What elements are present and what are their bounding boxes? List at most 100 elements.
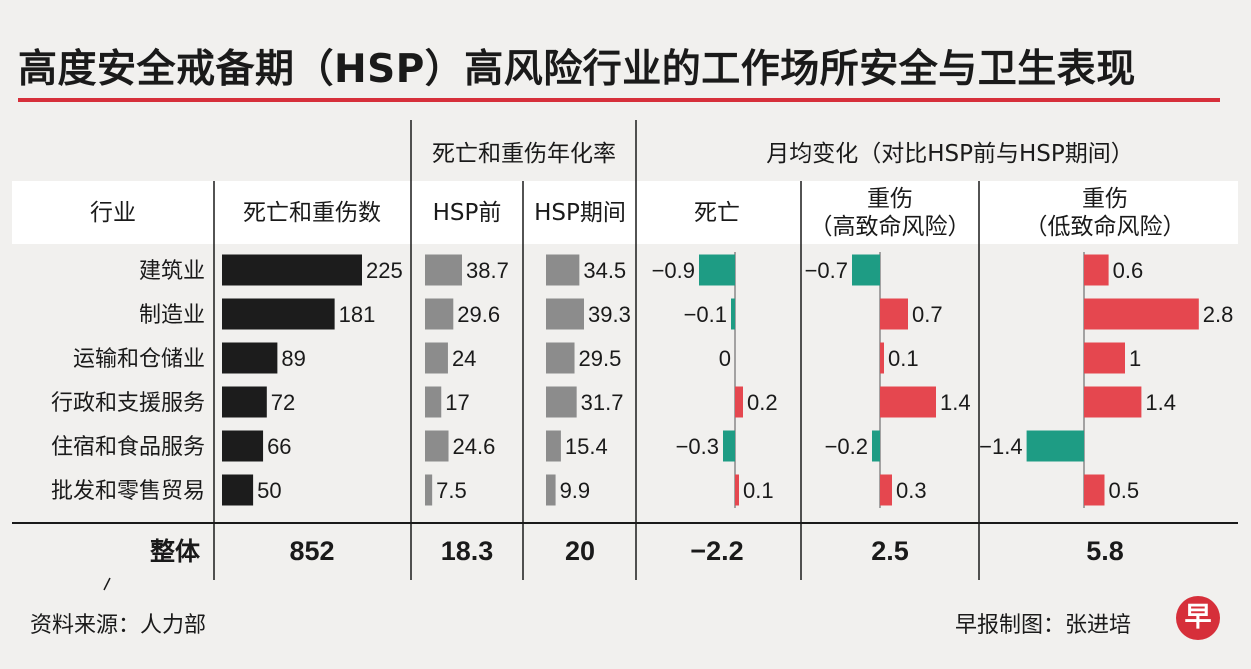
credit-note: 早报制图：张进培 (955, 613, 1132, 638)
data-label: 0.1 (888, 346, 919, 371)
bar (731, 298, 735, 330)
data-label: −0.3 (676, 434, 719, 459)
bar (425, 430, 449, 462)
data-label: 29.5 (579, 346, 622, 371)
bar (1084, 254, 1109, 286)
group-header-change: 月均变化（对比HSP前与HSP期间） (766, 141, 1134, 167)
data-label: 31.7 (581, 390, 624, 415)
bar (222, 342, 278, 374)
bar (880, 298, 908, 330)
data-label: 29.6 (457, 302, 500, 327)
data-label: −0.1 (684, 302, 727, 327)
bar (872, 430, 880, 462)
col-header-industry: 行业 (90, 200, 136, 226)
bar (699, 254, 735, 286)
data-label: −0.2 (825, 434, 868, 459)
bar (852, 254, 880, 286)
data-label: 0 (719, 346, 731, 371)
source-note: 资料来源：人力部 (30, 613, 207, 638)
data-label: 0.6 (1113, 258, 1144, 283)
data-label: 0.2 (747, 390, 778, 415)
bar (222, 254, 362, 286)
data-label: 38.7 (466, 258, 509, 283)
slash-mark (103, 577, 111, 591)
total-high-risk: 2.5 (871, 536, 909, 566)
bar (1084, 386, 1142, 418)
bar (425, 474, 433, 506)
data-label: 9.9 (560, 478, 591, 503)
bar (546, 430, 561, 462)
bar (546, 298, 584, 330)
data-label: 1.4 (940, 390, 971, 415)
data-label: 17 (445, 390, 469, 415)
data-label: 0.1 (743, 478, 774, 503)
bar (546, 474, 556, 506)
data-label: 7.5 (436, 478, 467, 503)
group-header-rate: 死亡和重伤年化率 (432, 141, 616, 167)
category-label: 制造业 (139, 303, 205, 328)
bar (1084, 342, 1125, 374)
col-header-during: HSP期间 (534, 200, 626, 226)
data-label: 50 (257, 478, 281, 503)
total-cases: 852 (289, 536, 334, 566)
data-label: 15.4 (565, 434, 608, 459)
bar (735, 474, 739, 506)
bar (880, 386, 936, 418)
total-label: 整体 (150, 537, 201, 566)
bar (425, 298, 454, 330)
chart-title: 高度安全戒备期（HSP）高风险行业的工作场所安全与卫生表现 (18, 47, 1136, 92)
bar (880, 474, 892, 506)
col-header-low-line2: （低致命风险） (1025, 214, 1186, 240)
bar (723, 430, 735, 462)
category-label: 建筑业 (139, 259, 205, 284)
data-label: −0.7 (805, 258, 848, 283)
data-label: 0.7 (912, 302, 943, 327)
total-low-risk: 5.8 (1086, 536, 1124, 566)
bar (425, 342, 448, 374)
data-label: 39.3 (588, 302, 631, 327)
col-header-cases: 死亡和重伤数 (243, 200, 381, 226)
data-label: 181 (339, 302, 376, 327)
bar (222, 474, 254, 506)
bar (222, 430, 264, 462)
category-label: 运输和仓储业 (73, 347, 205, 372)
data-label: 24 (452, 346, 476, 371)
data-label: −0.9 (652, 258, 695, 283)
data-label: 2.8 (1203, 302, 1234, 327)
data-label: 72 (271, 390, 295, 415)
bar (222, 386, 267, 418)
bar (546, 386, 577, 418)
category-label: 住宿和食品服务 (51, 435, 205, 460)
col-header-low-line1: 重伤 (1082, 186, 1128, 212)
data-label: 66 (267, 434, 291, 459)
bar (1026, 430, 1084, 462)
bar (425, 386, 442, 418)
bar (1084, 474, 1105, 506)
col-header-high-line2: （高致命风险） (810, 214, 971, 240)
total-during: 20 (565, 536, 595, 566)
data-label: 34.5 (583, 258, 626, 283)
data-label: 0.3 (896, 478, 927, 503)
data-label: 89 (281, 346, 305, 371)
bar (735, 386, 743, 418)
data-label: 0.5 (1109, 478, 1140, 503)
bar (546, 342, 575, 374)
bar (546, 254, 580, 286)
bar (222, 298, 335, 330)
zaobao-logo: 早 (1176, 596, 1220, 640)
category-label: 批发和零售贸易 (51, 479, 205, 504)
data-label: 225 (366, 258, 403, 283)
data-label: 1.4 (1145, 390, 1176, 415)
total-before: 18.3 (441, 536, 494, 566)
col-header-high-line1: 重伤 (867, 186, 913, 212)
data-label: 24.6 (453, 434, 496, 459)
data-label: −1.4 (979, 434, 1022, 459)
bar (425, 254, 462, 286)
total-death: −2.2 (690, 536, 743, 566)
bar (880, 342, 884, 374)
col-header-death: 死亡 (694, 200, 740, 226)
bar (1084, 298, 1199, 330)
header-band (12, 181, 1238, 244)
